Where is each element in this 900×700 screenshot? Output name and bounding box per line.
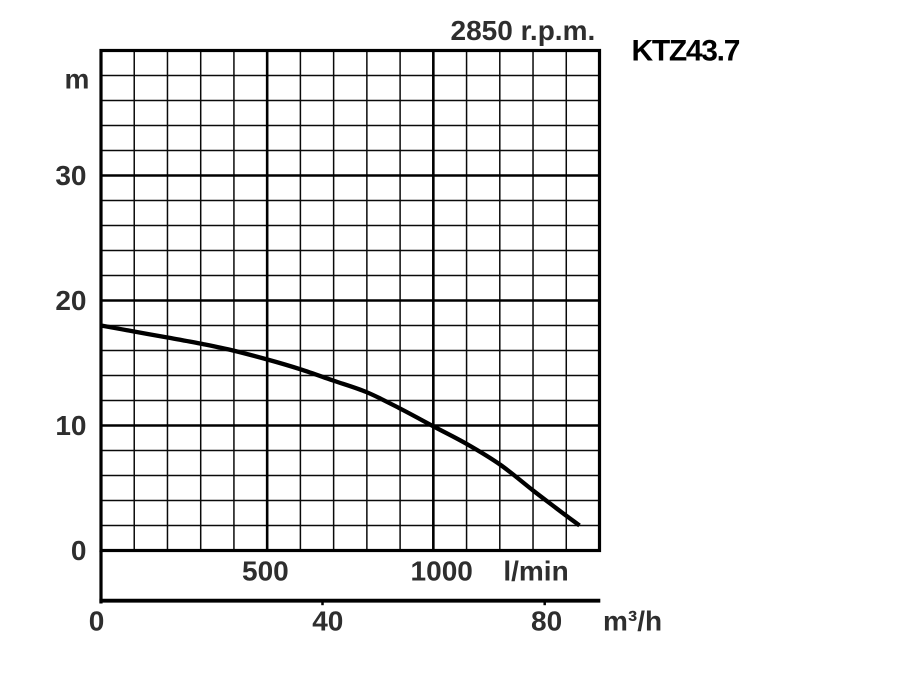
svg-text:40: 40: [312, 605, 343, 636]
svg-text:KTZ43.7: KTZ43.7: [632, 35, 740, 68]
svg-text:l/min: l/min: [503, 556, 568, 587]
svg-text:80: 80: [531, 605, 562, 636]
svg-text:2850 r.p.m.: 2850 r.p.m.: [451, 15, 596, 46]
svg-text:m: m: [65, 63, 90, 94]
svg-text:10: 10: [55, 410, 86, 441]
svg-text:m³/h: m³/h: [603, 605, 662, 636]
svg-text:1000: 1000: [411, 556, 473, 587]
svg-text:0: 0: [89, 605, 105, 636]
svg-text:30: 30: [55, 160, 86, 191]
svg-text:0: 0: [71, 535, 87, 566]
svg-text:500: 500: [242, 556, 289, 587]
svg-text:20: 20: [55, 285, 86, 316]
